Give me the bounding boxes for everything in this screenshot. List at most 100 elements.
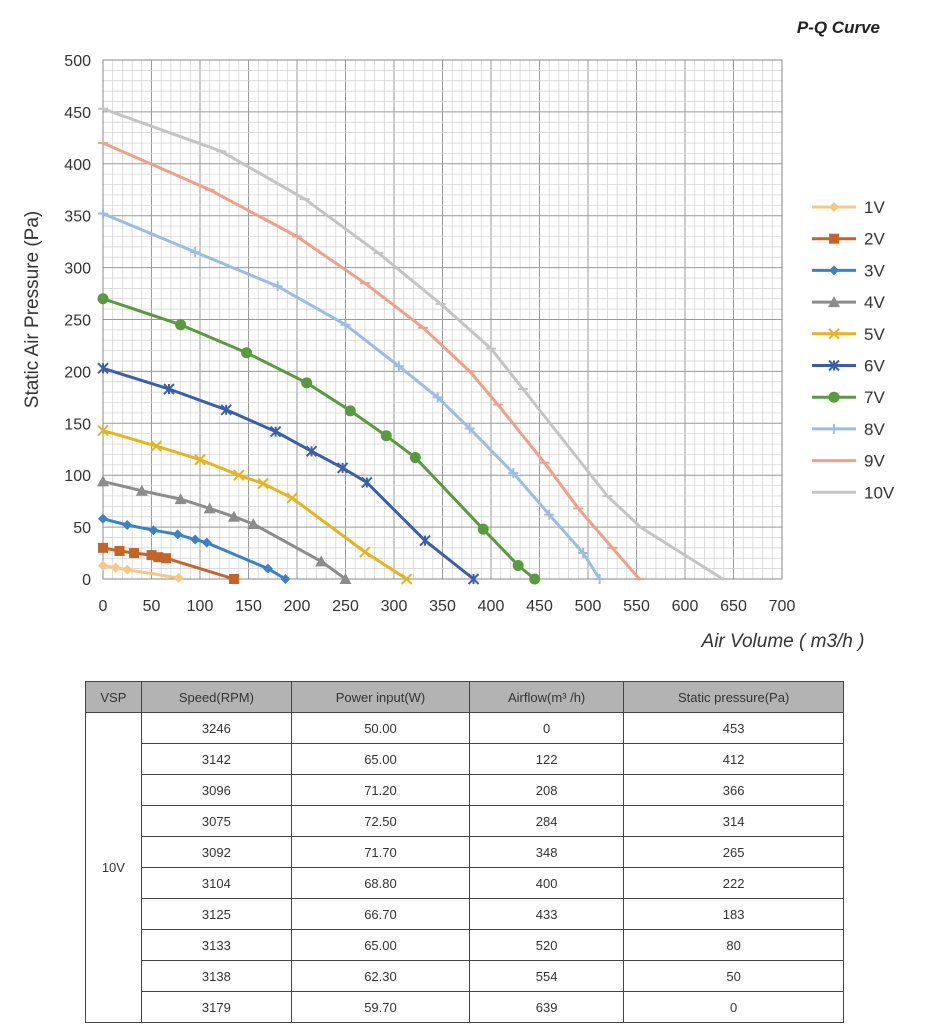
airflow-cell: 348 (468, 836, 625, 868)
data-point-8V (464, 423, 475, 434)
x-tick-label: 0 (99, 598, 108, 615)
legend-label: 2V (864, 230, 885, 249)
legend-label: 5V (864, 325, 885, 344)
data-point-8V (594, 574, 605, 584)
series-line-1V (101, 564, 181, 580)
x-tick-label: 450 (526, 598, 553, 615)
speed-cell: 3138 (140, 960, 293, 992)
airflow-cell: 520 (468, 929, 625, 961)
x-tick-label: 50 (143, 598, 161, 615)
static-pressure-cell: 222 (623, 867, 844, 899)
chart-title: P-Q Curve (796, 18, 880, 37)
table-row: 3104 68.80 400 222 (86, 867, 844, 899)
airflow-cell: 122 (468, 743, 625, 775)
x-tick-label: 650 (720, 598, 747, 615)
airflow-cell: 554 (468, 960, 625, 992)
data-point-6V (361, 476, 373, 489)
x-tick-label: 100 (187, 598, 214, 615)
x-tick-label: 150 (235, 598, 262, 615)
table-row: 3092 71.70 348 265 (86, 836, 844, 868)
data-point-8V (432, 392, 443, 403)
static-pressure-cell: 412 (623, 743, 844, 775)
power-cell: 71.70 (291, 836, 470, 868)
data-point-5V (286, 492, 298, 504)
speed-cell: 3246 (140, 712, 293, 744)
power-cell: 65.00 (291, 743, 470, 775)
data-point-5V (400, 573, 413, 585)
airflow-cell: 639 (468, 991, 625, 1023)
series-line-10V (101, 107, 725, 581)
data-point-7V (512, 560, 524, 572)
power-cell: 72.50 (291, 805, 470, 837)
data-point-3V (262, 563, 273, 574)
data-point-7V (344, 405, 356, 417)
y-tick-label: 150 (64, 416, 91, 433)
x-tick-label: 400 (478, 598, 505, 615)
y-tick-label: 450 (64, 105, 91, 122)
vsp-cell: 10V (85, 712, 142, 1023)
table-row: 3138 62.30 554 50 (86, 960, 844, 992)
table-row: 3133 65.00 520 80 (86, 929, 844, 961)
data-point-6V (220, 404, 232, 416)
header-static-pressure: Static pressure(Pa) (623, 681, 844, 713)
data-point-6V (269, 425, 282, 438)
y-tick-label: 250 (64, 313, 91, 330)
static-pressure-cell: 265 (623, 836, 844, 868)
power-cell: 65.00 (291, 929, 470, 961)
legend-marker (829, 233, 839, 244)
data-point-2V (129, 548, 140, 559)
header-vsp: VSP (85, 681, 142, 713)
table-header-row: VSP Speed(RPM) Power input(W) Airflow(m³… (85, 681, 844, 713)
airflow-cell: 284 (468, 805, 625, 837)
header-airflow: Airflow(m³ /h) (468, 681, 625, 713)
static-pressure-cell: 50 (623, 960, 844, 992)
legend-label: 7V (864, 388, 885, 407)
x-tick-label: 300 (381, 598, 408, 615)
data-point-7V (529, 573, 541, 585)
data-point-3V (98, 513, 108, 524)
data-point-4V (247, 517, 260, 529)
data-point-8V (98, 208, 108, 219)
legend-marker (828, 328, 840, 340)
series-line-3V (101, 517, 287, 581)
data-point-3V (280, 574, 291, 584)
power-cell: 62.30 (291, 960, 470, 992)
series-line-6V (101, 366, 475, 581)
legend-marker (829, 265, 839, 276)
data-point-6V (467, 573, 480, 585)
data-point-2V (161, 553, 172, 564)
data-point-5V (150, 440, 163, 452)
y-tick-label: 500 (64, 53, 91, 70)
data-point-6V (163, 383, 175, 395)
legend-label: 9V (864, 452, 885, 471)
airflow-cell: 208 (468, 774, 625, 806)
data-point-4V (174, 493, 187, 505)
x-tick-label: 500 (575, 598, 602, 615)
static-pressure-cell: 80 (623, 929, 844, 961)
static-pressure-cell: 0 (623, 991, 844, 1023)
data-point-5V (194, 453, 206, 466)
y-tick-label: 400 (64, 157, 91, 174)
data-point-3V (122, 520, 133, 531)
speed-cell: 3133 (140, 929, 293, 961)
data-point-7V (241, 347, 253, 359)
speed-cell: 3142 (140, 743, 293, 775)
power-cell: 66.70 (291, 898, 470, 930)
table-row: 10V 3246 50.00 0 453 (85, 712, 844, 1023)
x-tick-label: 250 (332, 598, 359, 615)
data-point-1V (122, 564, 133, 575)
header-power: Power input(W) (291, 681, 470, 713)
speed-cell: 3096 (140, 774, 293, 806)
table-row: 3179 59.70 639 0 (86, 991, 844, 1023)
data-point-8V (272, 281, 283, 292)
data-point-5V (359, 546, 371, 558)
speed-cell: 3104 (140, 867, 293, 899)
data-point-2V (98, 542, 108, 553)
data-point-2V (228, 574, 239, 584)
data-point-8V (544, 509, 555, 520)
legend-label: 10V (864, 483, 895, 502)
legend-label: 4V (864, 293, 885, 312)
x-tick-label: 200 (284, 598, 311, 615)
static-pressure-cell: 366 (623, 774, 844, 806)
data-point-4V (339, 573, 352, 584)
